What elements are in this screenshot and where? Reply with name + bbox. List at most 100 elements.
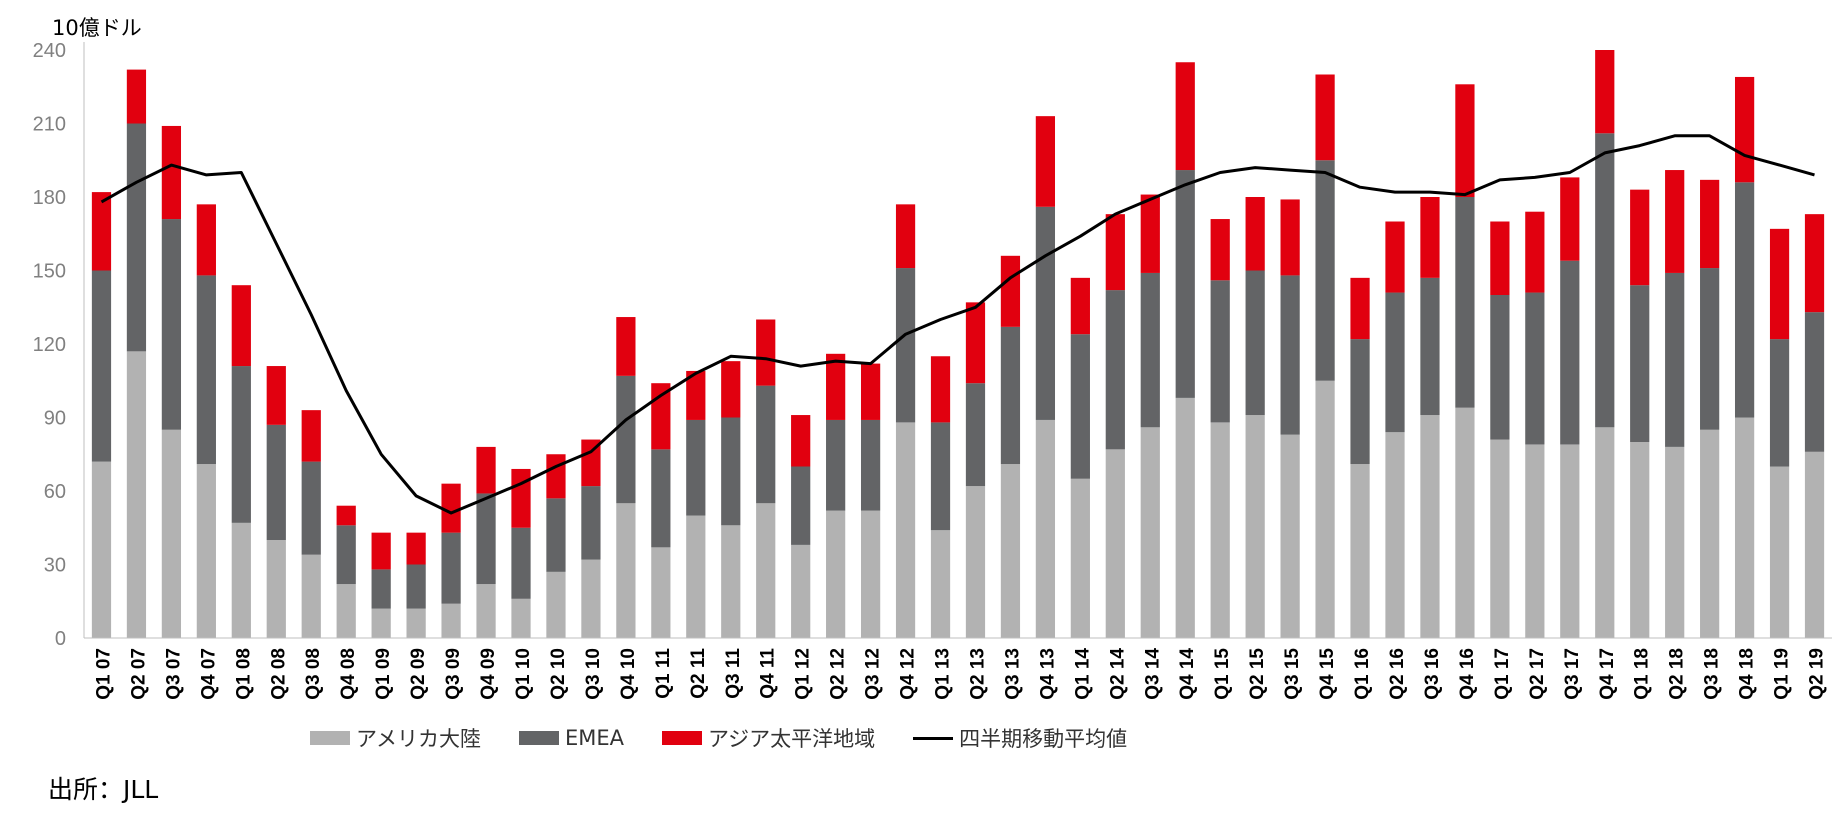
bar-segment-apac [1175, 62, 1195, 171]
bar-segment-americas [1175, 397, 1195, 638]
bar-segment-apac [826, 353, 846, 420]
bar-segment-americas [1280, 434, 1300, 638]
x-tick-label: Q4 07 [198, 648, 219, 700]
x-tick-label: Q3 16 [1422, 648, 1443, 700]
bar-segment-emea [301, 461, 321, 555]
legend-label-apac: アジア太平洋地域 [707, 727, 876, 751]
x-tick-label: Q3 09 [443, 648, 464, 700]
x-tick-label: Q2 12 [828, 648, 849, 700]
x-tick-label: Q1 18 [1632, 648, 1653, 700]
bar-segment-americas [476, 584, 496, 638]
bar-segment-emea [1665, 272, 1685, 447]
bar-segment-emea [826, 419, 846, 511]
bar-segment-emea [756, 385, 776, 504]
bar-segment-americas [1140, 427, 1160, 638]
x-tick-label: Q3 17 [1562, 648, 1583, 700]
y-tick-label: 210 [33, 114, 66, 136]
x-tick-label: Q4 17 [1597, 648, 1618, 700]
bar-segment-emea [1769, 339, 1790, 467]
bar-segment-apac [1315, 74, 1335, 161]
x-tick-label: Q3 12 [863, 648, 884, 700]
x-tick-label: Q4 14 [1177, 648, 1198, 700]
legend-label-americas: アメリカ大陸 [356, 727, 481, 751]
bar-segment-apac [686, 370, 706, 420]
bar-segment-emea [965, 383, 986, 487]
bar-segment-emea [511, 527, 531, 599]
bar-segment-americas [1245, 415, 1265, 638]
bar-segment-americas [686, 515, 706, 638]
x-tick-label: Q2 11 [688, 648, 709, 699]
bar-segment-emea [1630, 285, 1650, 442]
bar-segment-emea [1804, 312, 1825, 452]
bar-segment-apac [1700, 179, 1720, 269]
bar-segment-americas [196, 464, 216, 638]
legend-swatch-americas [310, 731, 350, 745]
bar-segment-apac [546, 454, 566, 499]
bar-segment-apac [476, 446, 496, 494]
y-tick-label: 180 [33, 187, 66, 209]
bar-segment-emea [1280, 275, 1300, 435]
bar-segment-emea [1490, 295, 1510, 440]
x-tick-label: Q1 07 [93, 648, 114, 700]
bar-segment-americas [756, 503, 776, 638]
x-tick-label: Q2 16 [1387, 648, 1408, 700]
bar-segment-americas [616, 503, 636, 638]
bar-segment-apac [616, 317, 636, 376]
bar-segment-apac [1490, 221, 1510, 295]
x-tick-label: Q2 08 [268, 648, 289, 700]
bar-segment-emea [266, 424, 286, 540]
bar-segment-apac [651, 383, 671, 450]
x-tick-label: Q1 09 [373, 648, 394, 700]
bar-segment-apac [266, 366, 286, 425]
bar-segment-americas [1665, 446, 1685, 638]
legend-item-moving-average: 四半期移動平均値 [913, 723, 1127, 753]
legend-swatch-emea [518, 731, 559, 745]
legend-item-emea: EMEA [518, 726, 624, 750]
legend: アメリカ大陸 EMEA アジア太平洋地域 四半期移動平均値 [310, 723, 1165, 753]
bar-segment-americas [266, 540, 286, 638]
legend-item-apac: アジア太平洋地域 [661, 723, 876, 753]
bar-segment-apac [1420, 197, 1440, 278]
bar-segment-apac [406, 532, 426, 565]
bar-segment-apac [1350, 277, 1370, 340]
x-tick-label: Q2 09 [408, 648, 429, 700]
x-tick-label: Q1 17 [1492, 648, 1513, 700]
bar-segment-americas [651, 547, 671, 638]
x-tick-label: Q4 16 [1457, 648, 1478, 700]
bar-segment-americas [1385, 432, 1405, 638]
bar-segment-apac [1035, 116, 1056, 207]
bar-segment-emea [791, 466, 811, 545]
x-tick-label: Q1 13 [933, 648, 954, 700]
bar-segment-americas [1210, 422, 1230, 638]
bar-segment-emea [1070, 334, 1090, 479]
source-note: 出所：JLL [48, 775, 159, 804]
bar-segment-emea [686, 419, 706, 516]
bar-segment-americas [1455, 407, 1475, 638]
x-tick-label: Q1 10 [513, 648, 534, 700]
x-tick-label: Q4 18 [1737, 648, 1758, 700]
x-tick-label: Q2 18 [1667, 648, 1688, 700]
bar-segment-emea [1350, 339, 1370, 465]
bar-segment-apac [895, 204, 916, 269]
y-tick-label: 90 [44, 408, 66, 430]
bar-segment-apac [1245, 197, 1265, 271]
bar-segment-apac [965, 302, 986, 384]
bar-segment-emea [581, 486, 601, 560]
bar-segment-americas [1769, 466, 1790, 638]
x-tick-label: Q2 14 [1107, 648, 1128, 700]
y-axis-unit-label: 10億ドル [52, 16, 142, 40]
x-tick-label: Q2 07 [128, 648, 149, 700]
bar-segment-americas [406, 608, 426, 638]
y-tick-label: 150 [33, 261, 66, 283]
bar-segment-emea [1595, 133, 1615, 428]
bar-segment-emea [406, 564, 426, 609]
bar-segment-emea [651, 449, 671, 548]
bar-segment-americas [371, 608, 391, 638]
bar-segment-americas [1350, 464, 1370, 638]
moving-average-line [100, 134, 1815, 515]
bar-segment-americas [1560, 444, 1580, 638]
bar-segment-americas [581, 559, 601, 638]
bar-segment-emea [91, 270, 112, 462]
bar-segment-emea [1385, 292, 1405, 433]
